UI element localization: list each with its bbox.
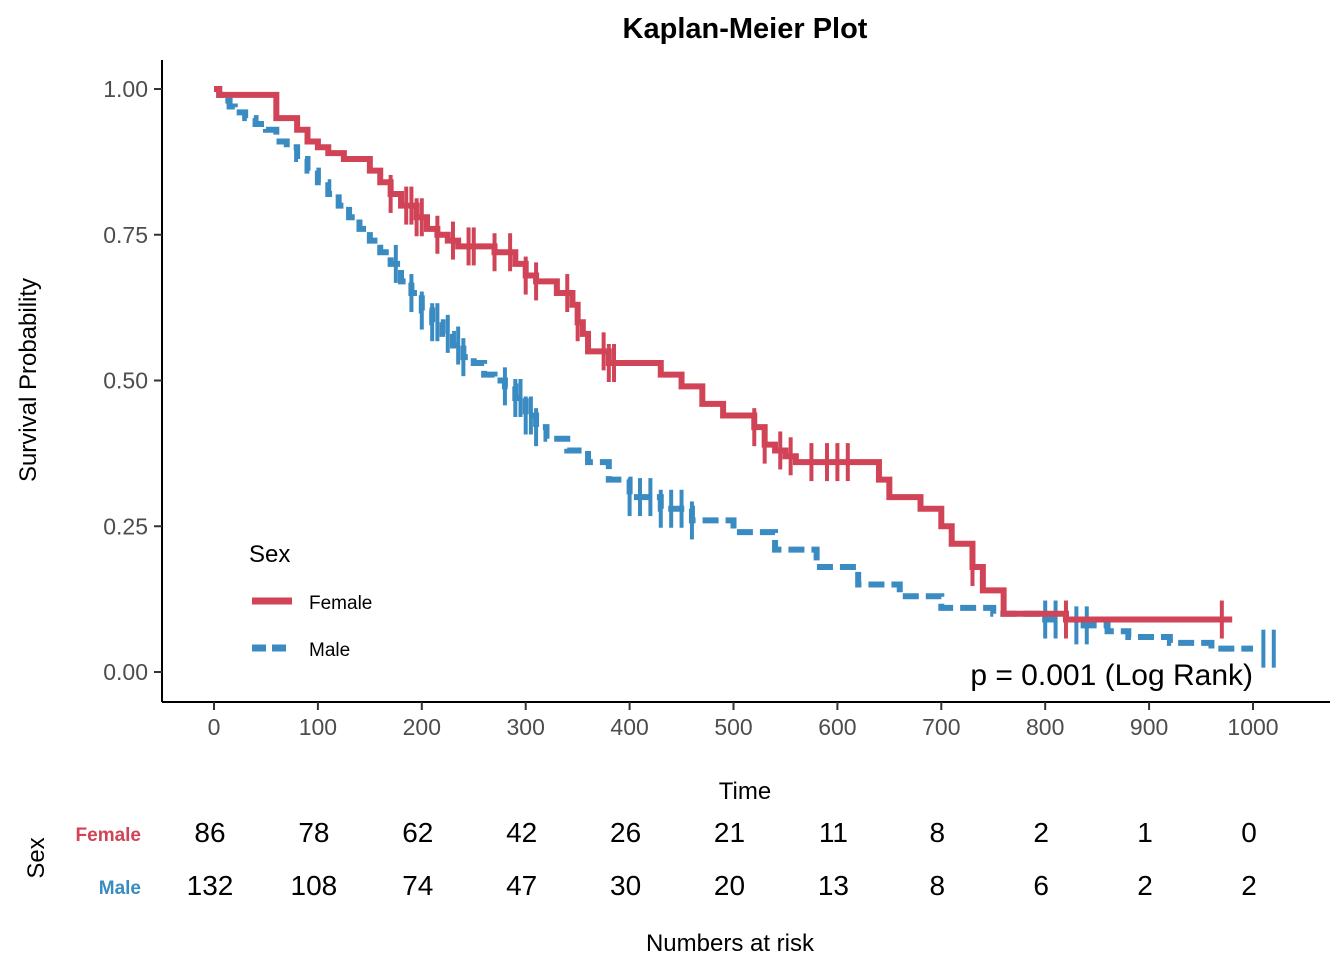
x-tick-label: 700 xyxy=(922,714,960,740)
x-tick-label: 0 xyxy=(208,714,221,740)
legend: Sex Female Male xyxy=(249,541,372,661)
chart-title: Kaplan-Meier Plot xyxy=(623,13,868,45)
y-tick-label: 0.25 xyxy=(103,513,148,539)
y-axis: 0.00 0.25 0.50 0.75 1.00 xyxy=(103,60,163,702)
y-tick-label: 1.00 xyxy=(103,76,148,102)
risk-count-male: 2 xyxy=(1241,870,1257,901)
x-axis-label: Time xyxy=(719,778,771,805)
risk-count-male: 132 xyxy=(187,870,234,901)
legend-label-female: Female xyxy=(309,593,372,614)
series-layer xyxy=(214,86,1276,668)
risk-count-female: 78 xyxy=(298,817,329,848)
x-tick-label: 200 xyxy=(403,714,441,740)
risk-table-title: Numbers at risk xyxy=(646,930,815,957)
risk-row-label-male: Male xyxy=(99,878,141,899)
x-tick-label: 1000 xyxy=(1227,714,1278,740)
risk-row-label-female: Female xyxy=(76,825,141,846)
y-tick-label: 0.50 xyxy=(103,368,148,394)
survival-curve-male xyxy=(214,86,1253,652)
risk-count-male: 20 xyxy=(714,870,745,901)
risk-count-male: 74 xyxy=(402,870,433,901)
x-tick-label: 800 xyxy=(1026,714,1064,740)
legend-label-male: Male xyxy=(309,640,350,661)
risk-count-male: 2 xyxy=(1137,870,1153,901)
risk-count-female: 42 xyxy=(506,817,537,848)
y-tick-label: 0.75 xyxy=(103,222,148,248)
risk-count-female: 11 xyxy=(819,817,848,848)
risk-count-female: 8 xyxy=(930,817,946,848)
x-tick-label: 600 xyxy=(818,714,856,740)
x-axis: 0 100 200 300 400 500 600 700 800 900 1000 xyxy=(162,701,1330,740)
risk-count-male: 108 xyxy=(291,870,338,901)
risk-count-female: 26 xyxy=(610,817,641,848)
risk-count-male: 8 xyxy=(930,870,946,901)
x-tick-label: 300 xyxy=(507,714,545,740)
x-tick-label: 500 xyxy=(714,714,752,740)
risk-count-male: 47 xyxy=(506,870,537,901)
risk-count-female: 1 xyxy=(1137,817,1153,848)
x-tick-label: 900 xyxy=(1130,714,1168,740)
y-axis-label: Survival Probability xyxy=(15,278,42,482)
risk-count-male: 30 xyxy=(610,870,641,901)
risk-count-female: 2 xyxy=(1033,817,1049,848)
risk-count-female: 21 xyxy=(714,817,745,848)
x-tick-label: 400 xyxy=(610,714,648,740)
risk-table-axis-label: Sex xyxy=(23,837,50,878)
legend-title: Sex xyxy=(249,541,290,568)
risk-count-male: 13 xyxy=(818,870,849,901)
p-value-annotation: p = 0.001 (Log Rank) xyxy=(970,659,1253,692)
risk-count-female: 86 xyxy=(194,817,225,848)
x-tick-label: 100 xyxy=(299,714,337,740)
risk-count-female: 62 xyxy=(402,817,433,848)
risk-count-female: 0 xyxy=(1241,817,1257,848)
survival-curve-female xyxy=(214,86,1233,623)
risk-table: Sex Numbers at risk Female 86 78 62 42 26 21 11… xyxy=(23,817,1257,957)
y-tick-label: 0.00 xyxy=(103,659,148,685)
risk-count-male: 6 xyxy=(1033,870,1049,901)
